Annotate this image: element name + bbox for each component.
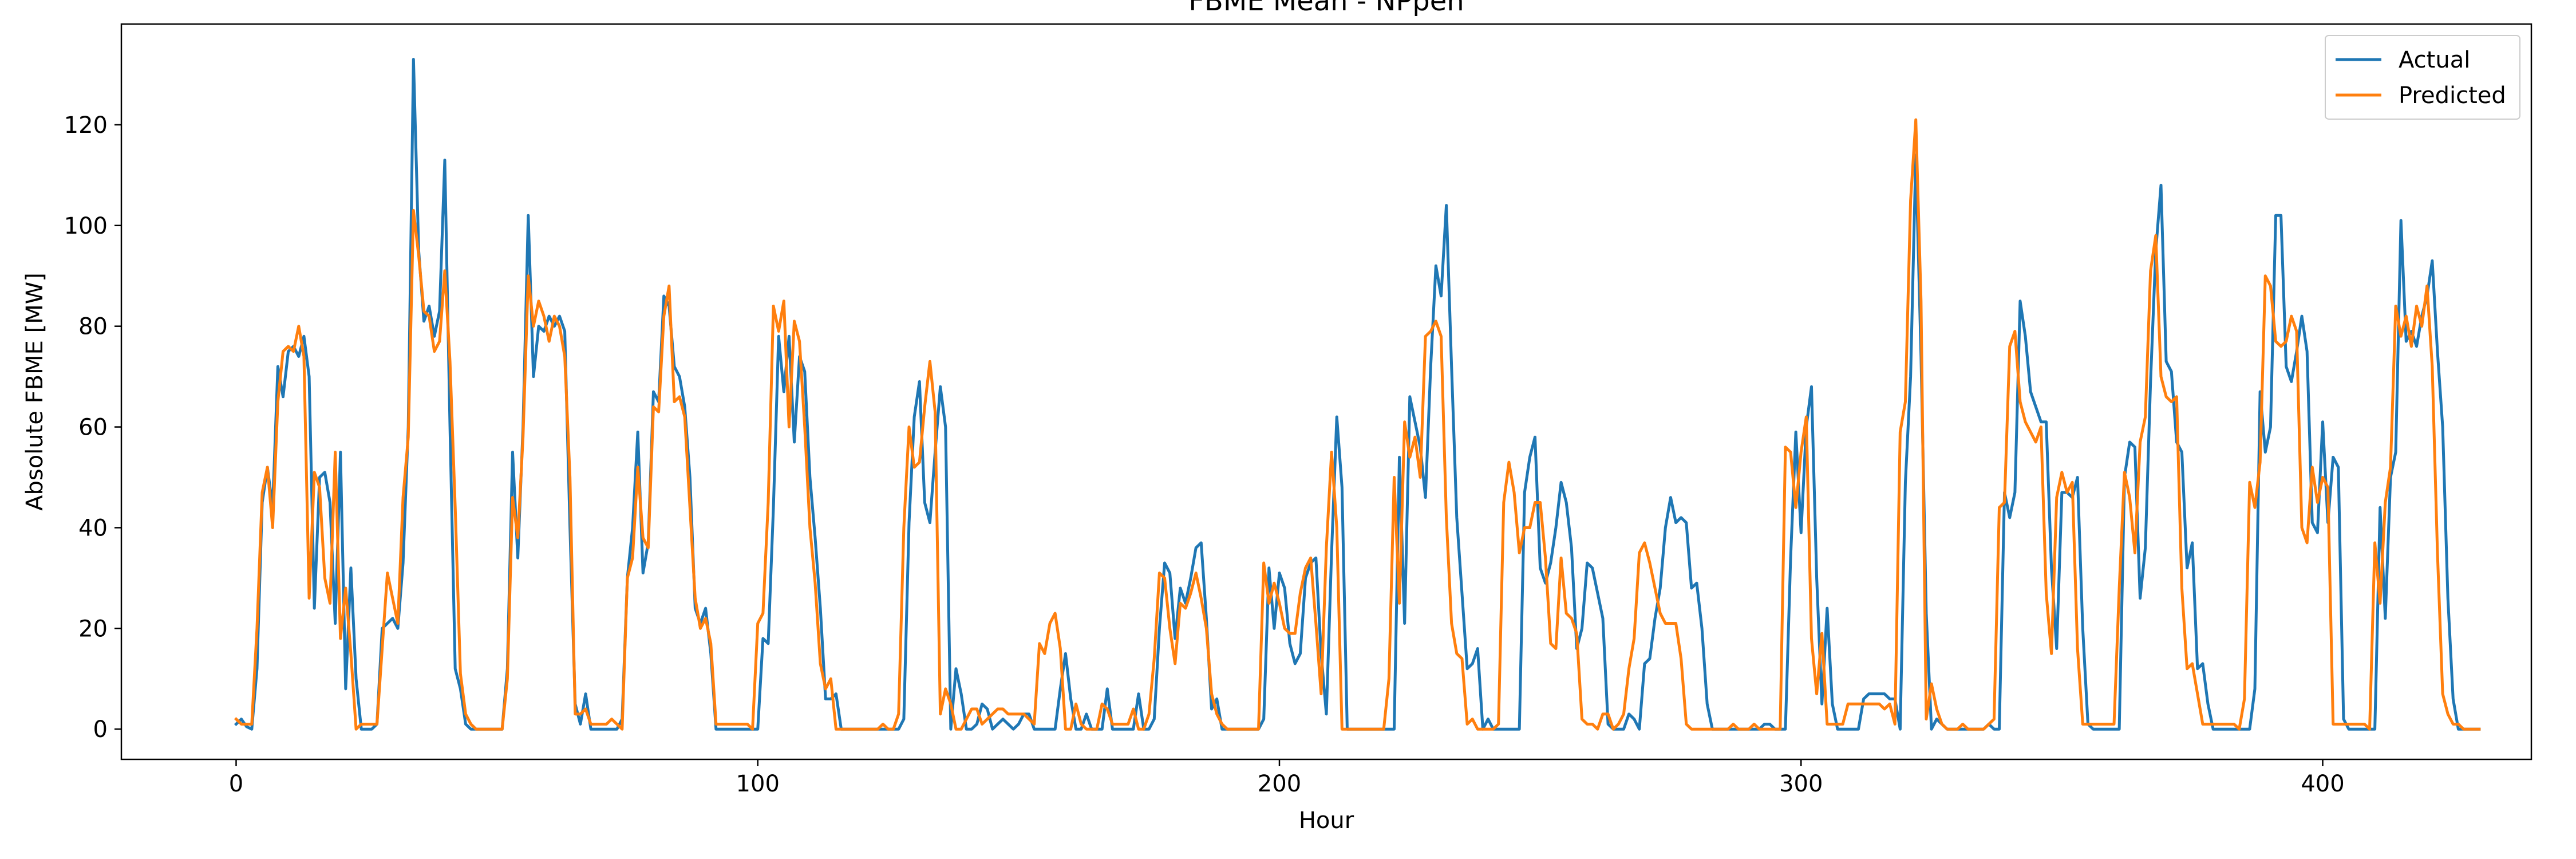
legend-box [2325,35,2520,120]
y-axis-label: Absolute FBME [MW] [22,273,48,511]
y-tick-label: 0 [93,716,108,743]
legend-label-predicted: Predicted [2399,82,2506,109]
series-layer [234,58,2481,731]
x-tick-label: 300 [1779,771,1823,797]
y-tick-label: 60 [78,415,108,441]
y-tick-label: 20 [78,616,108,642]
series-line-predicted [234,118,2481,731]
x-tick-label: 0 [229,771,243,797]
y-tick-label: 120 [64,112,108,139]
plot-frame [120,23,2532,761]
chart-title: FBME Mean - NPpeh [1188,0,1464,17]
legend: Actual Predicted [2325,35,2520,120]
x-tick-label: 200 [1258,771,1301,797]
y-tick-label: 80 [78,314,108,340]
x-tick-label: 100 [736,771,780,797]
x-axis-label: Hour [1299,807,1354,834]
x-tick-label: 400 [2301,771,2344,797]
y-tick-label: 100 [64,213,108,239]
legend-label-actual: Actual [2399,47,2470,73]
ticks-layer: 0 100 200 300 400 0 20 40 60 80 100 120 [64,112,2345,797]
y-tick-label: 40 [78,515,108,541]
